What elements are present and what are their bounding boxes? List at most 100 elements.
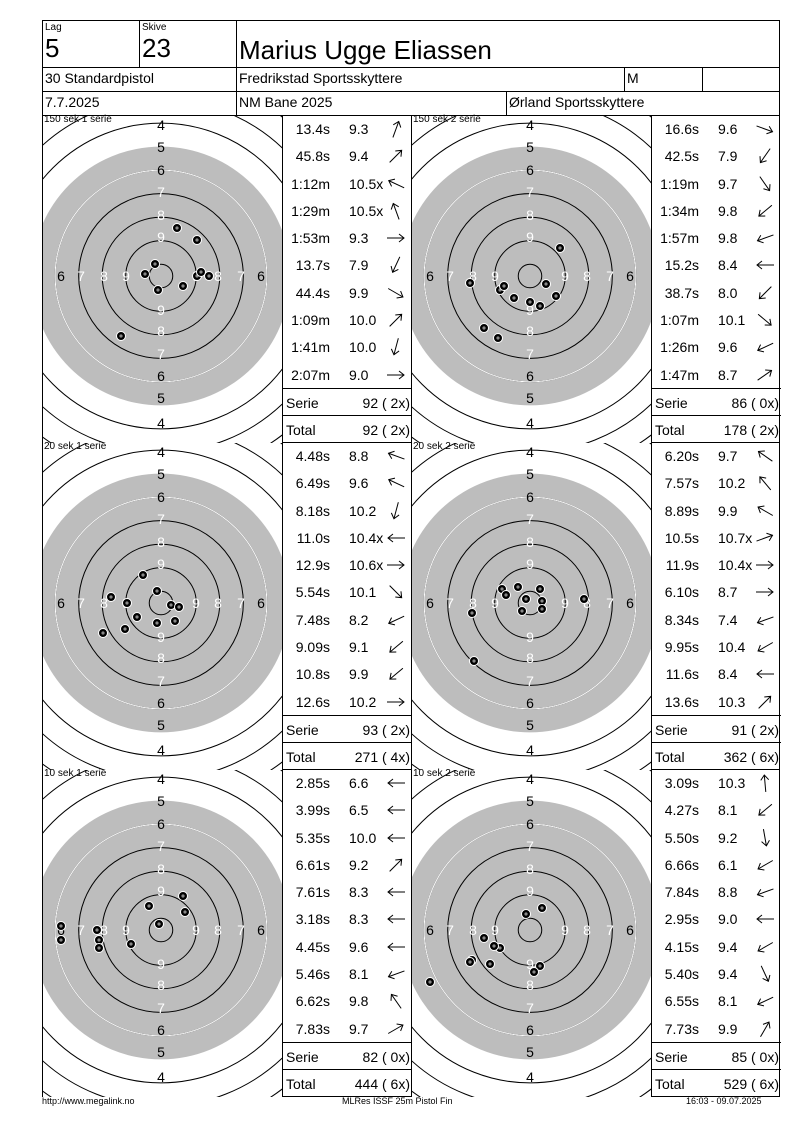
shot-row: 15.2s 8.4 [652,252,781,279]
shot-hole-center [516,585,520,589]
ring-number: 7 [526,1000,534,1016]
ring-number: 9 [122,922,130,938]
shot-row: 12.9s 10.6x [283,552,412,579]
shot-time: 6.62s [295,993,330,1010]
direction-arrow-icon [390,202,400,220]
direction-arrow-icon [760,774,770,793]
shot-value: 6.1 [718,856,738,873]
shot-value: 9.6 [349,938,369,955]
shot-hole-center [95,928,99,932]
shot-list: 13.4s 9.3 45.8s 9.4 1:12m 10.5x 1:29m 10.5x 1:53… [282,116,412,443]
direction-arrow-icon [757,505,774,516]
direction-arrow-icon [387,915,405,924]
shot-hole-center [538,587,542,591]
total-label: Total [655,1076,685,1092]
ring-number: 6 [526,489,534,505]
shot-hole-center [109,595,113,599]
shot-hole-center [199,270,203,274]
ring-number: 4 [526,444,534,460]
ring-number: 8 [100,268,108,284]
shot-hole-center [582,597,586,601]
shot-value: 10.2 [349,502,377,519]
ring-number: 7 [157,511,165,527]
direction-arrow-icon [756,532,774,542]
direction-arrow-icon [387,287,404,299]
serie-total-row: Serie 93 ( 2x) [283,715,412,743]
shot-value: 7.4 [718,611,738,628]
ring-number: 4 [526,415,534,431]
direction-arrow-icon [756,560,774,570]
target-ring [54,169,268,383]
ring-number: 9 [491,595,499,611]
shot-hole-center [504,593,508,597]
ring-number: 4 [157,415,165,431]
ring-number: 5 [157,390,165,406]
serie-value: 85 ( 0x) [731,1049,779,1065]
ring-number: 6 [257,922,265,938]
shot-hole-center [554,294,558,298]
shot-time: 5.50s [664,829,699,846]
shot-hole-center [470,611,474,615]
skive-value: 23 [142,33,171,63]
shot-time: 6.66s [664,856,699,873]
direction-arrow-icon [388,178,405,188]
serie-total-row: Serie 82 ( 0x) [283,1042,412,1070]
ring-number: 8 [583,922,591,938]
ring-number: 7 [446,268,454,284]
shot-hole-center [512,296,516,300]
shot-hole-center [538,964,542,968]
shot-time: 9.09s [295,639,330,656]
shot-hole-center [207,274,211,278]
target-ring [423,496,637,710]
shot-time: 45.8s [295,148,330,165]
ring-number: 6 [526,368,534,384]
shot-row: 5.46s 8.1 [283,961,412,988]
running-total-row: Total 529 ( 6x) [652,1069,781,1097]
shot-value: 8.7 [718,366,738,383]
shot-value: 8.3 [349,911,369,928]
ring-number: 5 [157,717,165,733]
serie-label: Serie [286,722,319,738]
shot-value: 10.7x [718,529,753,546]
shot-row: 1:34m 9.8 [652,198,781,225]
total-label: Total [286,749,316,765]
series-title: 150 sek 2 serie [413,114,481,125]
ring-number: 7 [237,268,245,284]
shot-row: 7.57s 10.2 [652,470,781,497]
ring-number: 9 [526,956,534,972]
shot-value: 10.5x [349,202,384,219]
series-title: 10 sek 1 serie [44,768,107,779]
direction-arrow-icon [757,941,774,953]
direction-arrow-icon [759,175,771,191]
shot-hole-center [155,621,159,625]
shot-list: 6.20s 9.7 7.57s 10.2 8.89s 9.9 10.5s 10.7x 11.9s… [651,443,781,770]
direction-arrow-icon [757,450,773,462]
shot-hole-center [181,284,185,288]
shot-row: 8.34s 7.4 [652,607,781,634]
direction-arrow-icon [387,560,405,570]
shot-hole-center [135,615,139,619]
ring-number: 6 [257,595,265,611]
shot-row: 1:07m 10.1 [652,307,781,334]
skive-label: Skive [142,22,167,33]
direction-arrow-icon [757,859,774,871]
ring-number: 8 [526,650,534,666]
shot-hole-center [129,942,133,946]
direction-arrow-icon [759,148,771,164]
shot-row: 7.73s 9.9 [652,1016,781,1043]
shot-time: 1:34m [660,202,699,219]
shot-time: 12.6s [295,693,330,710]
shot-hole-center [175,226,179,230]
host-cell: Ørland Sportsskyttere [507,92,780,116]
shot-value: 9.9 [349,284,369,301]
shot-row: 6.55s 8.1 [652,988,781,1015]
shot-value: 9.6 [718,121,738,137]
ring-number: 8 [526,207,534,223]
shot-time: 10.5s [664,529,699,546]
shot-row: 4.27s 8.1 [652,797,781,824]
shot-row: 7.83s 9.7 [283,1016,412,1043]
shot-value: 9.0 [718,911,738,928]
